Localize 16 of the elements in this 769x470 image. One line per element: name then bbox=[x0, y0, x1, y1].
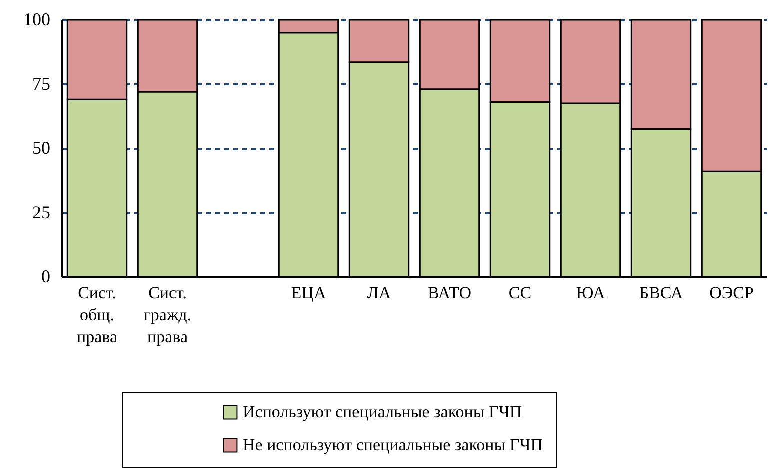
legend-label: Используют специальные законы ГЧП bbox=[243, 402, 522, 422]
y-tick-label: 100 bbox=[24, 10, 50, 30]
y-tick-label: 25 bbox=[32, 202, 50, 222]
x-tick-label: ЮА bbox=[576, 284, 606, 302]
y-tick-label: 75 bbox=[32, 74, 50, 94]
x-tick-label: Сист. общ. права bbox=[77, 284, 118, 346]
x-tick-label: ЕЦА bbox=[291, 284, 327, 302]
x-tick-label: ОЭСР bbox=[710, 284, 754, 302]
y-tick-label: 50 bbox=[32, 138, 50, 158]
x-tick-label: СС bbox=[508, 284, 532, 302]
y-tick-label: 0 bbox=[42, 266, 50, 286]
legend-label: Не используют специальные законы ГЧП bbox=[243, 436, 544, 454]
x-tick-label: БВСА bbox=[639, 284, 684, 302]
x-tick-label: ЛА bbox=[367, 284, 392, 302]
x-tick-label: Сист. гражд. права bbox=[144, 284, 192, 346]
x-tick-label: ВАТО bbox=[428, 284, 472, 302]
